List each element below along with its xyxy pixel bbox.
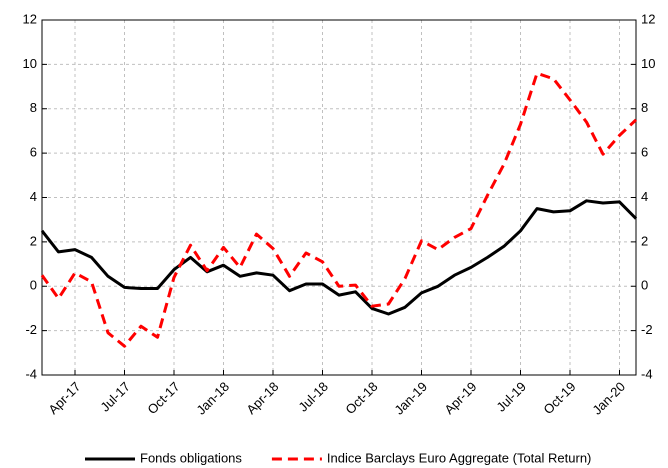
x-tick-label: Oct-17	[144, 379, 182, 417]
y2-tick-label: 2	[641, 233, 648, 248]
x-tick-label: Oct-18	[342, 379, 380, 417]
legend-label: Indice Barclays Euro Aggregate (Total Re…	[327, 450, 591, 465]
line-series	[40, 199, 638, 316]
y2-tick-label: -2	[641, 322, 653, 337]
y2-tick-label: 12	[641, 11, 655, 26]
y2-tick-label: -4	[641, 366, 653, 381]
x-tick-label: Apr-18	[243, 379, 281, 417]
y-tick-label: 6	[30, 145, 37, 160]
y2-tick-label: 8	[641, 100, 648, 115]
x-tick-label: Jul-18	[295, 379, 331, 415]
x-tick-label: Jul-19	[493, 379, 529, 415]
x-tick-label: Jan-19	[391, 379, 430, 418]
line-series	[40, 71, 638, 348]
y-tick-label: 4	[30, 189, 37, 204]
x-tick-label: Jul-17	[97, 379, 133, 415]
x-tick-label: Apr-19	[441, 379, 479, 417]
y2-tick-label: 10	[641, 56, 655, 71]
x-tick-label: Oct-19	[540, 379, 578, 417]
y-tick-label: 2	[30, 233, 37, 248]
plot-frame	[41, 19, 637, 376]
y-tick-label: 0	[30, 278, 37, 293]
legend-label: Fonds obligations	[140, 450, 242, 465]
y-tick-label: 10	[23, 56, 37, 71]
y2-tick-label: 0	[641, 278, 648, 293]
x-tick-label: Apr-17	[45, 379, 83, 417]
y-tick-label: -2	[25, 322, 37, 337]
y-tick-label: -4	[25, 366, 37, 381]
y-tick-label: 12	[23, 11, 37, 26]
x-tick-label: Jan-20	[589, 379, 628, 418]
y2-tick-label: 4	[641, 189, 648, 204]
y-tick-label: 8	[30, 100, 37, 115]
x-tick-label: Jan-18	[193, 379, 232, 418]
y2-tick-label: 6	[641, 145, 648, 160]
